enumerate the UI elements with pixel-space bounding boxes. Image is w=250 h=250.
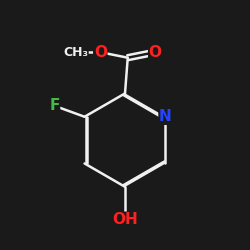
Text: CH₃: CH₃ [63, 46, 88, 59]
Text: F: F [49, 98, 59, 113]
Text: O: O [149, 45, 162, 60]
Text: O: O [94, 45, 107, 60]
Text: N: N [159, 109, 172, 124]
Text: OH: OH [112, 212, 138, 227]
